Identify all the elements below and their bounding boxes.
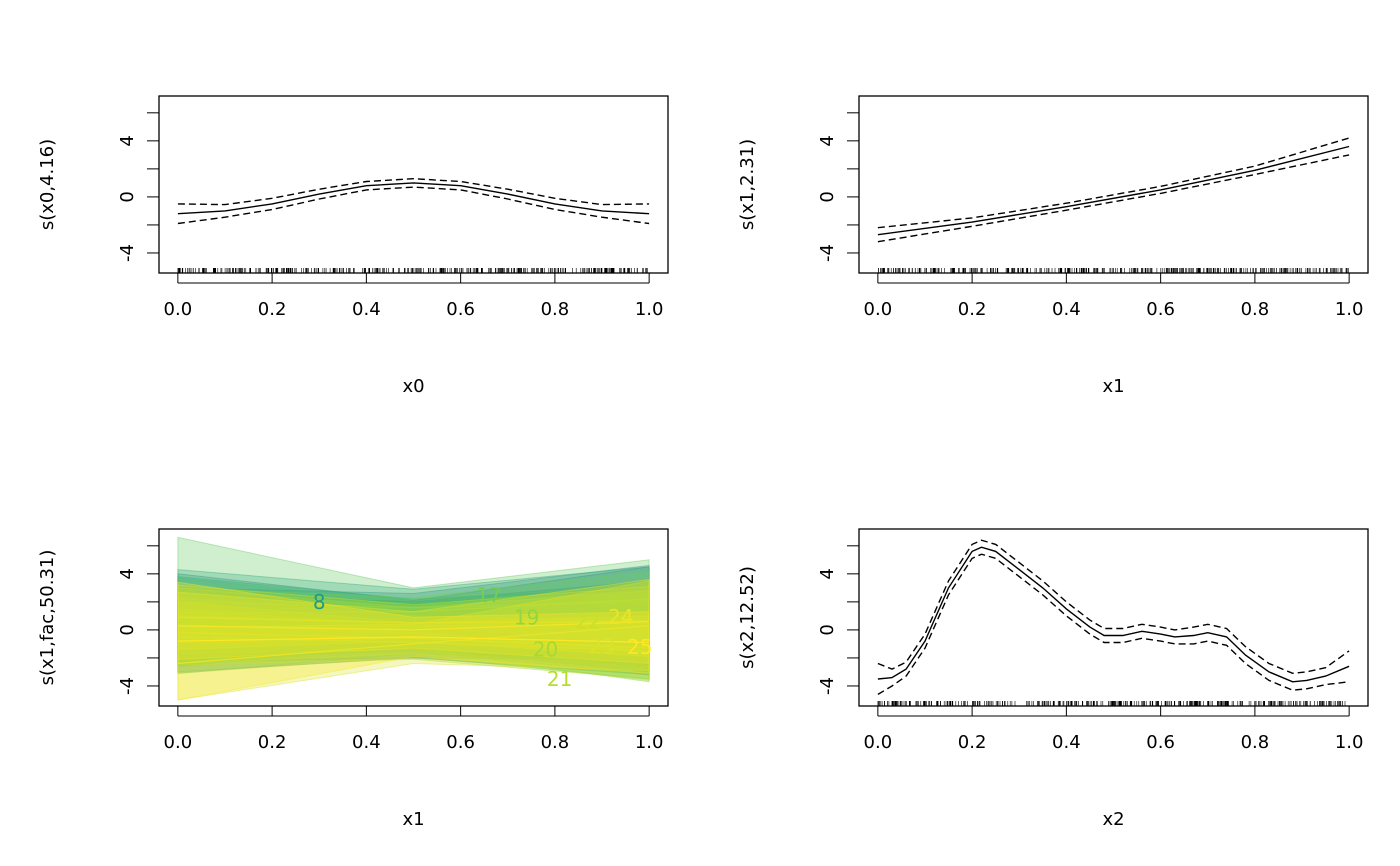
rug-ticks xyxy=(177,268,648,273)
ci-band-level-25 xyxy=(177,581,650,701)
x-tick-label: 0.8 xyxy=(541,732,570,753)
x-tick-label: 0.4 xyxy=(1052,299,1081,320)
fit-line-level-22 xyxy=(177,616,650,624)
fit-line-level-10 xyxy=(177,604,650,617)
fit-line-level-8 xyxy=(177,594,650,603)
plot-frame xyxy=(858,528,1369,707)
fit-line-level-23 xyxy=(177,625,650,665)
fit-line-level-17 xyxy=(177,598,650,614)
level-label: 19 xyxy=(514,605,539,629)
y-tick-label: 4 xyxy=(117,135,138,146)
fit-line-level-25 xyxy=(177,636,650,644)
y-tick-label: -4 xyxy=(817,244,838,262)
fit-line-level-12 xyxy=(177,622,650,638)
upper-ci-line xyxy=(177,177,650,206)
panel-3: 0.0 0.2 0.4 0.6 0.8 1.0 -4 0 4 x1 s(x1,fac,50.31) 8… xyxy=(37,528,669,830)
x-tick-label: 0.8 xyxy=(1241,299,1270,320)
y-axis-label: s(x0,4.16) xyxy=(37,139,58,230)
level-label: 25 xyxy=(627,635,652,659)
x-tick-label: 0.0 xyxy=(164,732,193,753)
y-tick-label: 4 xyxy=(817,568,838,579)
x-tick-label: 0.0 xyxy=(164,299,193,320)
ci-band-level-9 xyxy=(177,595,650,676)
x-tick-label: 0.2 xyxy=(958,299,987,320)
y-tick-label: -4 xyxy=(817,677,838,695)
x-tick-label: 0.6 xyxy=(1146,732,1175,753)
ci-band-level-13 xyxy=(177,581,650,667)
panel-2: 0.0 0.2 0.4 0.6 0.8 1.0 -4 0 4 x1 s(x1,2.31) xyxy=(737,95,1369,397)
level-label: 22 xyxy=(575,609,600,633)
x-axis-label: x1 xyxy=(1102,376,1124,397)
fit-line-level-20 xyxy=(177,636,650,652)
x-tick-label: 0.0 xyxy=(864,732,893,753)
plot-frame xyxy=(158,95,669,274)
plot-frame xyxy=(158,528,669,707)
ci-band-level-11 xyxy=(177,598,650,674)
fit-line-level-9 xyxy=(177,626,650,642)
fit-line-level-24 xyxy=(177,620,650,631)
lower-ci-line xyxy=(177,186,650,225)
upper-ci-line xyxy=(877,539,1350,675)
ci-band-level-18 xyxy=(177,597,650,683)
upper-ci-line xyxy=(877,137,1350,229)
x-tick-label: 0.8 xyxy=(541,299,570,320)
x-tick-label: 1.0 xyxy=(635,299,664,320)
fit-line-level-21 xyxy=(177,632,650,649)
y-tick-label: 0 xyxy=(117,191,138,202)
level-label: 23 xyxy=(589,635,614,659)
y-tick-label: -4 xyxy=(117,244,138,262)
x-tick-label: 0.6 xyxy=(1146,299,1175,320)
rug-ticks xyxy=(878,268,1349,273)
lower-ci-line xyxy=(877,154,1350,243)
panel-1: 0.0 0.2 0.4 0.6 0.8 1.0 -4 0 4 x0 s(x0,4.16) xyxy=(37,95,669,397)
x-tick-label: 0.4 xyxy=(1052,732,1081,753)
y-tick-label: -4 xyxy=(117,677,138,695)
level-label: 24 xyxy=(608,605,633,629)
x-tick-label: 0.6 xyxy=(446,732,475,753)
x-tick-label: 0.2 xyxy=(258,732,287,753)
x-tick-label: 0.2 xyxy=(958,732,987,753)
x-tick-label: 0.4 xyxy=(352,732,381,753)
y-tick-label: 0 xyxy=(817,191,838,202)
plot-frame xyxy=(858,95,1369,274)
y-axis-label: s(x1,2.31) xyxy=(737,139,758,230)
x-axis-label: x0 xyxy=(402,376,424,397)
panel-4: 0.0 0.2 0.4 0.6 0.8 1.0 -4 0 4 x2 s(x2,12.52) xyxy=(737,528,1369,830)
y-axis-label: s(x2,12.52) xyxy=(737,566,758,669)
y-tick-label: 0 xyxy=(817,624,838,635)
fit-line-level-6 xyxy=(177,633,650,645)
ci-band-level-23 xyxy=(177,580,650,701)
x-tick-label: 0.0 xyxy=(864,299,893,320)
level-label: 20 xyxy=(533,638,558,662)
x-tick-label: 1.0 xyxy=(1335,732,1364,753)
y-tick-label: 0 xyxy=(117,624,138,635)
x-axis-label: x1 xyxy=(402,809,424,830)
x-tick-label: 0.8 xyxy=(1241,732,1270,753)
rug-ticks xyxy=(877,701,1346,706)
lower-ci-line xyxy=(877,553,1350,696)
x-tick-label: 1.0 xyxy=(635,732,664,753)
fit-line xyxy=(877,546,1350,683)
y-tick-label: 4 xyxy=(817,135,838,146)
y-axis-label: s(x1,fac,50.31) xyxy=(37,550,58,686)
ci-band-level-14 xyxy=(177,577,650,659)
x-tick-label: 0.2 xyxy=(258,299,287,320)
x-tick-label: 0.6 xyxy=(446,299,475,320)
level-label: 17 xyxy=(476,583,501,607)
ci-band-level-24 xyxy=(177,578,650,665)
fit-line xyxy=(177,182,650,215)
fit-line-level-13 xyxy=(177,618,650,634)
ci-band-level-17 xyxy=(177,570,650,639)
fit-line xyxy=(877,145,1350,236)
ci-band-level-16 xyxy=(177,536,650,667)
x-axis-label: x2 xyxy=(1102,809,1124,830)
y-tick-label: 4 xyxy=(117,568,138,579)
x-tick-label: 0.4 xyxy=(352,299,381,320)
x-tick-label: 1.0 xyxy=(1335,299,1364,320)
level-label: 8 xyxy=(313,590,326,614)
ci-band-level-19 xyxy=(177,587,650,653)
level-label: 21 xyxy=(547,667,572,691)
